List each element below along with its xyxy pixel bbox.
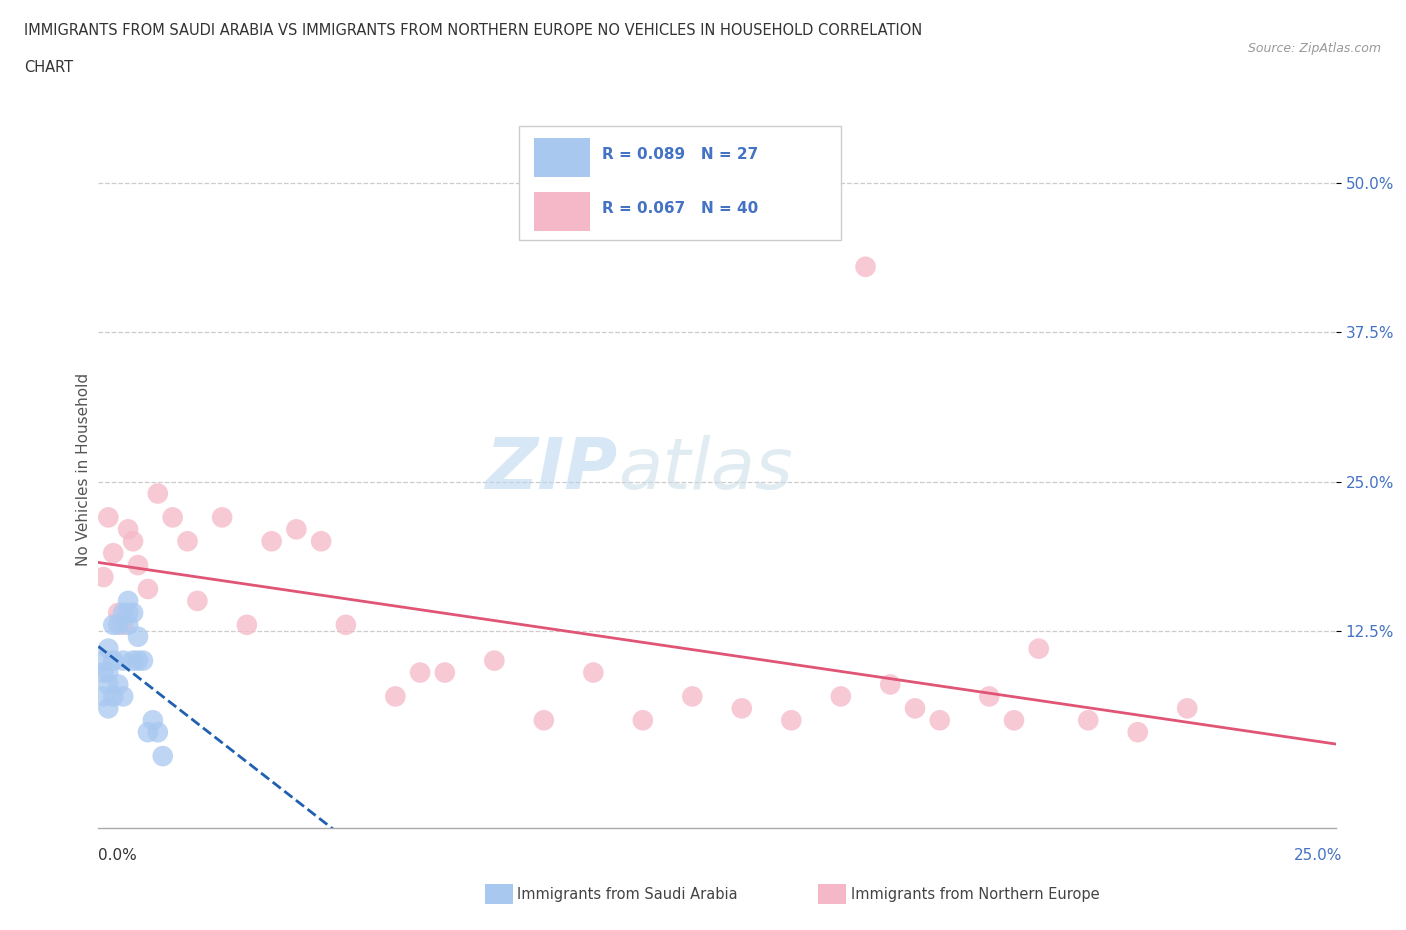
Point: [484, 653, 506, 668]
Point: [112, 689, 135, 704]
Point: [107, 618, 129, 632]
Text: CHART: CHART: [24, 60, 73, 75]
Point: [186, 593, 208, 608]
Point: [93, 665, 115, 680]
Point: [260, 534, 283, 549]
Text: Immigrants from Northern Europe: Immigrants from Northern Europe: [851, 887, 1099, 902]
Point: [103, 689, 125, 704]
Point: [127, 558, 149, 573]
Point: [97, 510, 120, 525]
Point: [152, 749, 174, 764]
Point: [780, 712, 803, 727]
Point: [112, 618, 135, 632]
Text: 0.0%: 0.0%: [98, 848, 138, 863]
Point: [103, 546, 125, 561]
Point: [107, 605, 129, 620]
Point: [127, 630, 149, 644]
Point: [162, 510, 184, 525]
Text: R = 0.067   N = 40: R = 0.067 N = 40: [602, 201, 758, 217]
Point: [928, 712, 950, 727]
Point: [112, 653, 135, 668]
Point: [830, 689, 852, 704]
Point: [117, 605, 139, 620]
Point: [117, 593, 139, 608]
Point: [1126, 724, 1149, 739]
Point: [97, 677, 120, 692]
Point: [855, 259, 877, 274]
Point: [146, 486, 169, 501]
Point: [904, 701, 927, 716]
Point: [433, 665, 456, 680]
Bar: [534, 192, 589, 232]
Point: [136, 724, 159, 739]
Point: [731, 701, 754, 716]
Point: [335, 618, 357, 632]
Y-axis label: No Vehicles in Household: No Vehicles in Household: [76, 373, 91, 566]
Point: [93, 653, 115, 668]
Point: [533, 712, 555, 727]
Point: [146, 724, 169, 739]
Point: [1077, 712, 1099, 727]
Point: [122, 653, 145, 668]
Point: [112, 605, 135, 620]
FancyBboxPatch shape: [519, 126, 841, 241]
Point: [285, 522, 308, 537]
Point: [97, 642, 120, 657]
Point: [103, 653, 125, 668]
Text: Immigrants from Saudi Arabia: Immigrants from Saudi Arabia: [517, 887, 738, 902]
Point: [122, 605, 145, 620]
Point: [1002, 712, 1025, 727]
Point: [132, 653, 155, 668]
Point: [117, 618, 139, 632]
Point: [93, 689, 115, 704]
Point: [103, 618, 125, 632]
Text: 25.0%: 25.0%: [1295, 848, 1343, 863]
Point: [384, 689, 406, 704]
Point: [236, 618, 259, 632]
Point: [97, 701, 120, 716]
Point: [211, 510, 233, 525]
Point: [1028, 642, 1050, 657]
Bar: [534, 138, 589, 178]
Point: [136, 581, 159, 596]
Text: atlas: atlas: [619, 435, 793, 504]
Point: [879, 677, 901, 692]
Text: IMMIGRANTS FROM SAUDI ARABIA VS IMMIGRANTS FROM NORTHERN EUROPE NO VEHICLES IN H: IMMIGRANTS FROM SAUDI ARABIA VS IMMIGRAN…: [24, 23, 922, 38]
Text: ZIP: ZIP: [486, 435, 619, 504]
Point: [117, 522, 139, 537]
Point: [1175, 701, 1198, 716]
Point: [122, 534, 145, 549]
Text: R = 0.089   N = 27: R = 0.089 N = 27: [602, 148, 758, 163]
Point: [631, 712, 654, 727]
Point: [97, 665, 120, 680]
Point: [107, 677, 129, 692]
Point: [93, 569, 115, 585]
Point: [979, 689, 1001, 704]
Text: Source: ZipAtlas.com: Source: ZipAtlas.com: [1247, 42, 1381, 55]
Point: [582, 665, 605, 680]
Point: [127, 653, 149, 668]
Point: [309, 534, 332, 549]
Point: [681, 689, 703, 704]
Point: [409, 665, 432, 680]
Point: [176, 534, 198, 549]
Point: [142, 712, 165, 727]
